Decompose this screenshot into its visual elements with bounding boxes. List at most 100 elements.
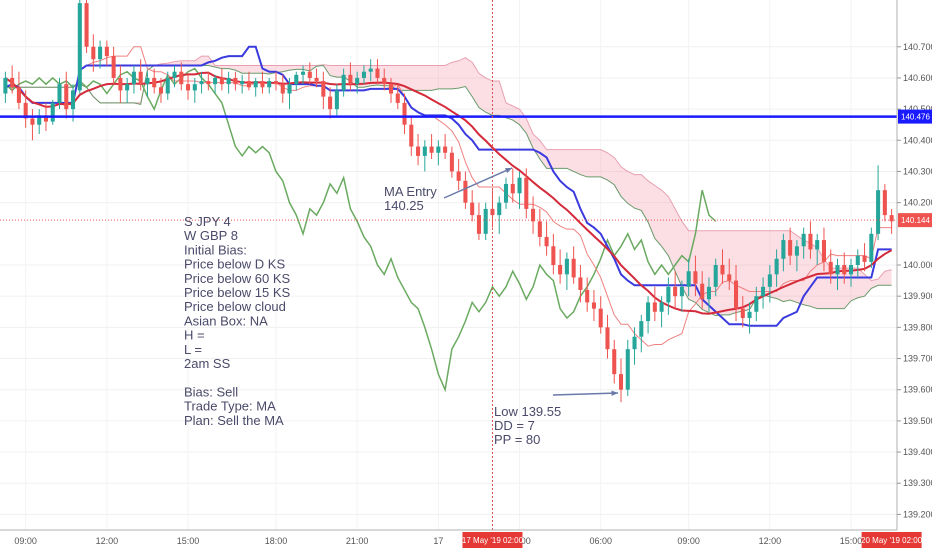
- annotation-line: H =: [184, 328, 205, 343]
- time-marker-label: 17 May '19 02:00: [462, 536, 524, 545]
- y-tick-label: 140.400: [903, 135, 932, 145]
- candle-body: [517, 177, 522, 194]
- candle-body: [23, 102, 28, 119]
- x-tick-label: 09:00: [677, 536, 700, 546]
- candle-body: [855, 255, 860, 265]
- candle-body: [57, 84, 62, 103]
- overlays: [0, 0, 897, 530]
- candle-body: [889, 215, 894, 222]
- annotation-line: Price below 15 KS: [184, 285, 291, 300]
- candle-body: [273, 81, 279, 85]
- candle-body: [531, 208, 536, 222]
- candle-body: [842, 265, 847, 275]
- candle-body: [334, 90, 339, 110]
- candle-body: [869, 233, 874, 262]
- candle-body: [463, 180, 468, 203]
- candle-body: [226, 77, 231, 85]
- ma-entry-arrow-head: [505, 168, 512, 174]
- ma-entry-arrow: [443, 167, 513, 199]
- x-tick-label: 12:00: [759, 536, 782, 546]
- low-arrow: [552, 392, 619, 396]
- annotation-line: [184, 370, 188, 385]
- current-price-label: 140.144: [901, 216, 930, 225]
- x-tick-label: 12:00: [96, 536, 119, 546]
- annotation-line: S JPY 4: [184, 214, 231, 229]
- candle-body: [111, 56, 116, 78]
- candle-body: [713, 265, 718, 287]
- candle-body: [429, 146, 434, 153]
- candle-body: [598, 308, 603, 328]
- y-tick-label: 139.200: [903, 509, 932, 519]
- candle-body: [876, 190, 881, 234]
- candle-body: [571, 258, 576, 278]
- candle-body: [179, 71, 184, 85]
- candle-body: [632, 336, 637, 350]
- annotation-line: Price below cloud: [184, 299, 286, 314]
- ma-entry-note: MA Entry 140.25: [384, 184, 437, 213]
- candle-body: [727, 274, 732, 281]
- candle-body: [666, 286, 671, 303]
- candle-body: [828, 261, 833, 275]
- annotation-line: MA Entry: [384, 184, 437, 199]
- candle-body: [564, 258, 569, 275]
- candle-body: [246, 81, 251, 88]
- level-price-label: 140.476: [901, 113, 930, 122]
- candle-body: [815, 240, 820, 250]
- candle-body: [355, 77, 360, 85]
- candle-body: [794, 246, 799, 256]
- y-tick-label: 139.700: [903, 354, 932, 364]
- x-tick-label: 15:00: [177, 536, 200, 546]
- candle-body: [443, 146, 448, 153]
- candle-body: [801, 233, 806, 247]
- candle-body: [882, 190, 887, 216]
- candle-body: [341, 74, 346, 91]
- candle-body: [747, 311, 752, 318]
- annotation-line: PP = 80: [494, 432, 540, 447]
- annotation-line: Plan: Sell the MA: [184, 413, 284, 428]
- candle-body: [145, 77, 150, 85]
- candle-body: [138, 71, 143, 85]
- candle-body: [172, 71, 177, 78]
- y-tick-label: 140.600: [903, 73, 932, 83]
- candle-body: [50, 102, 55, 122]
- grid: [0, 0, 897, 530]
- candle-body: [206, 81, 211, 85]
- candle-body: [267, 81, 272, 88]
- y-tick-label: 139.800: [903, 322, 932, 332]
- candle-body: [152, 77, 157, 88]
- candle-body: [862, 255, 867, 262]
- candle-body: [612, 349, 617, 375]
- candle-body: [761, 286, 766, 297]
- candle-body: [456, 171, 461, 181]
- candle-body: [503, 183, 509, 203]
- y-tick-label: 139.900: [903, 291, 932, 301]
- candle-body: [639, 321, 644, 337]
- y-tick-label: 139.600: [903, 385, 932, 395]
- candle-body: [686, 271, 691, 287]
- annotation-line: DD = 7: [494, 418, 535, 433]
- candle-body: [848, 265, 854, 275]
- low-result-note: Low 139.55 DD = 7 PP = 80: [494, 404, 561, 447]
- candle-body: [497, 202, 502, 216]
- candle-body: [213, 77, 218, 85]
- candle-body: [294, 74, 299, 85]
- annotation-line: W GBP 8: [184, 228, 238, 243]
- annotation-line: 2am SS: [184, 356, 231, 371]
- y-tick-label: 139.500: [903, 416, 932, 426]
- candle-body: [314, 77, 319, 82]
- candle-body: [821, 240, 826, 262]
- candle-body: [388, 84, 394, 94]
- candle-body: [835, 265, 840, 275]
- candle-body: [740, 308, 745, 318]
- y-tick-label: 140.700: [903, 42, 932, 52]
- candle-body: [618, 374, 624, 390]
- y-tick-label: 140.000: [903, 260, 932, 270]
- annotation-line: Low 139.55: [494, 404, 561, 419]
- annotation-line: Trade Type: MA: [184, 399, 276, 414]
- candle-body: [591, 302, 596, 309]
- candle-body: [476, 215, 481, 234]
- candle-body: [449, 152, 454, 172]
